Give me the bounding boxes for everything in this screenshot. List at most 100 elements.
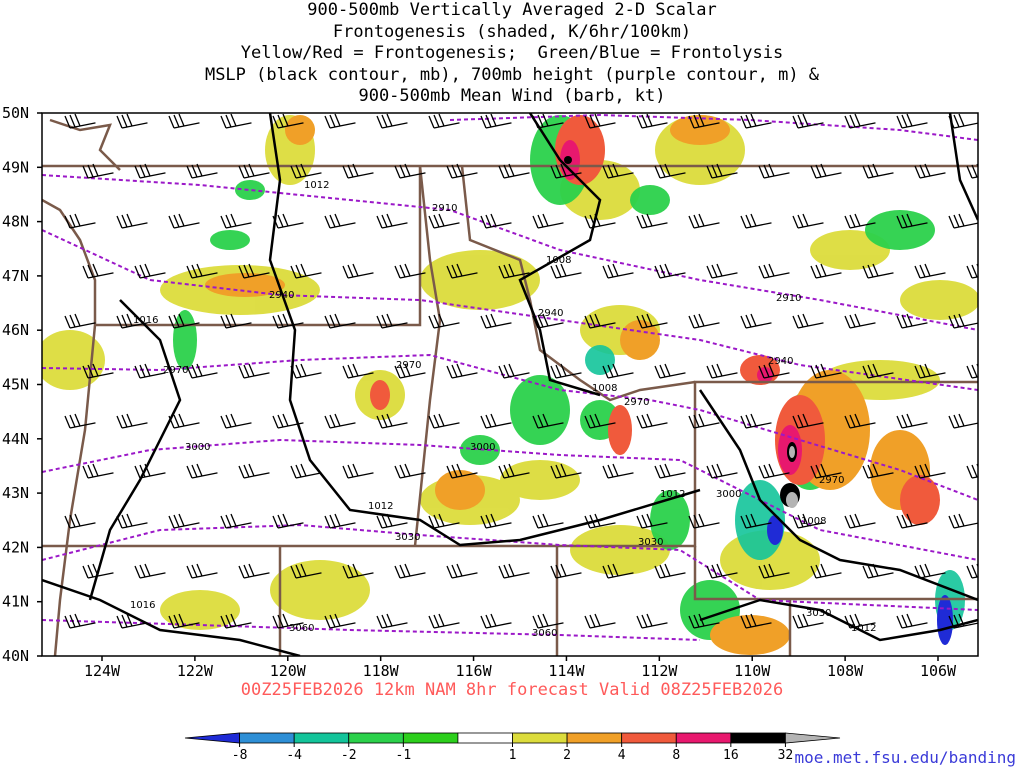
wind-barb [290,463,322,479]
wind-barb [376,213,408,229]
wind-barb [480,313,512,329]
valid-time-line: 00Z25FEB2026 12km NAM 8hr forecast Valid… [240,680,784,700]
wind-barb [186,163,218,179]
wind-barb [654,363,686,379]
wind-barb [914,163,946,179]
wind-barb [272,613,304,629]
mslp-label: 1012 [660,489,685,500]
height-label: 2910 [776,293,801,304]
colorbar-swatch [184,732,240,744]
wind-barb [116,613,148,629]
wind-barb [706,263,738,279]
wind-barb [446,163,478,179]
wind-barb [810,263,842,279]
lon-tick-label: 112W [641,662,678,680]
colorbar-swatch [785,732,841,744]
wind-barb [342,163,374,179]
height-label: 2970 [624,397,649,408]
wind-barb [342,463,374,479]
wind-barb [446,363,478,379]
wind-barb [844,413,876,429]
wind-barb [134,263,166,279]
wind-barb [914,263,946,279]
wind-barb [134,463,166,479]
wind-barb [290,163,322,179]
wind-barb [948,513,978,529]
colorbar-label: 2 [563,748,571,763]
wind-barb [272,113,304,129]
wind-barb [134,563,166,579]
wind-barb [740,313,772,329]
wind-barb [342,363,374,379]
wind-barb [82,463,114,479]
height-label: 3000 [716,489,741,500]
height-label: 2970 [396,360,421,371]
wind-barb [82,263,114,279]
title-line-3: Yellow/Red = Frontogenesis; Green/Blue =… [240,43,784,63]
colorbar-label: -1 [396,748,412,763]
wind-barb [948,113,978,129]
wind-barb [602,263,634,279]
lat-tick-label: 42N [2,538,29,556]
wind-barb [654,263,686,279]
wind-barb [810,163,842,179]
wind-barb [116,513,148,529]
wind-barb [134,163,166,179]
title-line-4: MSLP (black contour, mb), 700mb height (… [204,64,820,85]
wind-barb [810,363,842,379]
wind-barb [480,213,512,229]
colorbar-label: 8 [672,748,680,763]
wind-barb [376,513,408,529]
wind-barb [376,613,408,629]
wind-barb [792,413,824,429]
colorbar-label: -4 [286,748,302,763]
colorbar-swatch [293,732,350,744]
height-label: 3030 [806,608,831,619]
lon-tick-label: 110W [734,662,771,680]
wind-barb [480,413,512,429]
wind-barb [914,563,946,579]
wind-barb [238,163,270,179]
wind-barb [290,363,322,379]
colorbar-swatch [730,732,786,744]
wind-barb [82,163,114,179]
wind-barb [324,613,356,629]
wind-barb [844,313,876,329]
wind-barb [186,363,218,379]
colorbar-swatch [675,732,732,744]
wind-barb [220,613,252,629]
wind-barb [584,113,616,129]
wind-barb [64,613,96,629]
wind-barb [896,413,928,429]
contour-label-group: 1012 1016 1008 1008 1012 1012 1016 1012 … [130,180,876,639]
mslp-contours [42,113,978,656]
wind-barb [428,613,460,629]
wind-barb [948,413,978,429]
wind-barb [290,263,322,279]
height-label: 3030 [638,537,663,548]
wind-barb [116,213,148,229]
colorbar-swatch [512,732,568,744]
wind-barb [706,163,738,179]
lon-tick-label: 124W [84,662,121,680]
wind-barb [272,313,304,329]
wind-barb [602,563,634,579]
wind-barb [64,113,96,129]
wind-barb [688,113,720,129]
credit-url[interactable]: moe.met.fsu.edu/banding [794,748,1016,767]
lat-tick-label: 43N [2,484,29,502]
wind-barb [238,263,270,279]
mslp-label: 1008 [546,255,571,266]
wind-barb [186,263,218,279]
wind-barb [168,513,200,529]
wind-barb [636,213,668,229]
wind-barb [532,113,564,129]
wind-barb [342,263,374,279]
wind-barb [394,363,426,379]
wind-barb [532,413,564,429]
wind-barb [792,613,824,629]
colorbar-label: 16 [723,748,739,763]
wind-barb [862,363,894,379]
wind-barb [896,313,928,329]
